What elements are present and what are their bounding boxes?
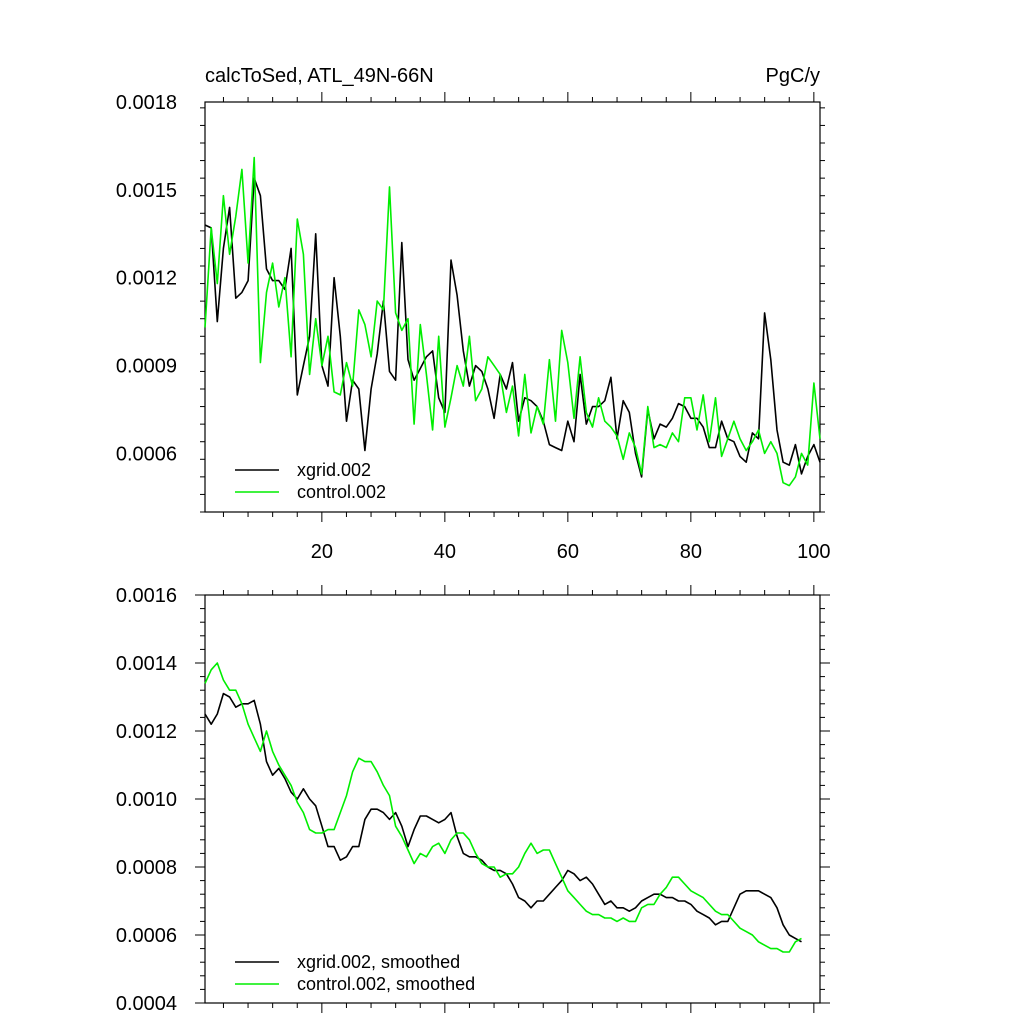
y-tick-label: 0.0010 — [116, 789, 177, 811]
plot-frame-top — [204, 101, 821, 513]
x-tick-label: 20 — [311, 541, 333, 563]
x-tick-label: 60 — [557, 541, 579, 563]
legend-label: xgrid.002 — [297, 460, 371, 480]
y-tick-label: 0.0008 — [116, 857, 177, 879]
top-ticks — [200, 92, 825, 522]
y-tick-label: 0.0004 — [116, 993, 177, 1015]
legend-label: control.002, smoothed — [297, 974, 475, 994]
y-tick-label: 0.0015 — [116, 180, 177, 202]
y-tick-label: 0.0012 — [116, 268, 177, 290]
bottom-ticks — [195, 585, 830, 1013]
x-tick-label: 80 — [680, 541, 702, 563]
series-line-control — [204, 662, 802, 953]
x-tick-label: 100 — [797, 541, 830, 563]
bottom-series — [204, 662, 802, 953]
bottom-panel: 0.0004 0.0006 0.0008 0.0010 0.0012 0.0014 0.00… — [116, 585, 830, 1015]
top-series — [204, 156, 821, 487]
chart-title: calcToSed, ATL_49N-66N — [205, 65, 434, 87]
x-tick-label: 40 — [434, 541, 456, 563]
series-line-xgrid — [204, 692, 802, 943]
bottom-tick-labels: 0.0004 0.0006 0.0008 0.0010 0.0012 0.0014 0.00… — [116, 585, 177, 1015]
y-tick-label: 0.0014 — [116, 653, 177, 675]
y-tick-label: 0.0018 — [116, 92, 177, 114]
y-tick-label: 0.0009 — [116, 356, 177, 378]
y-tick-label: 0.0012 — [116, 721, 177, 743]
chart-units: PgC/y — [766, 65, 820, 87]
y-tick-label: 0.0016 — [116, 585, 177, 607]
legend-label: xgrid.002, smoothed — [297, 952, 460, 972]
y-tick-label: 0.0006 — [116, 443, 177, 465]
top-panel: calcToSed, ATL_49N-66N PgC/y 20 40 60 80 100… — [116, 65, 831, 563]
y-tick-label: 0.0006 — [116, 925, 177, 947]
legend-label: control.002 — [297, 482, 386, 502]
series-line-control — [204, 156, 821, 487]
top-tick-labels: 20 40 60 80 100 0.0006 0.0009 0.0012 0.0015 0.001… — [116, 92, 831, 563]
